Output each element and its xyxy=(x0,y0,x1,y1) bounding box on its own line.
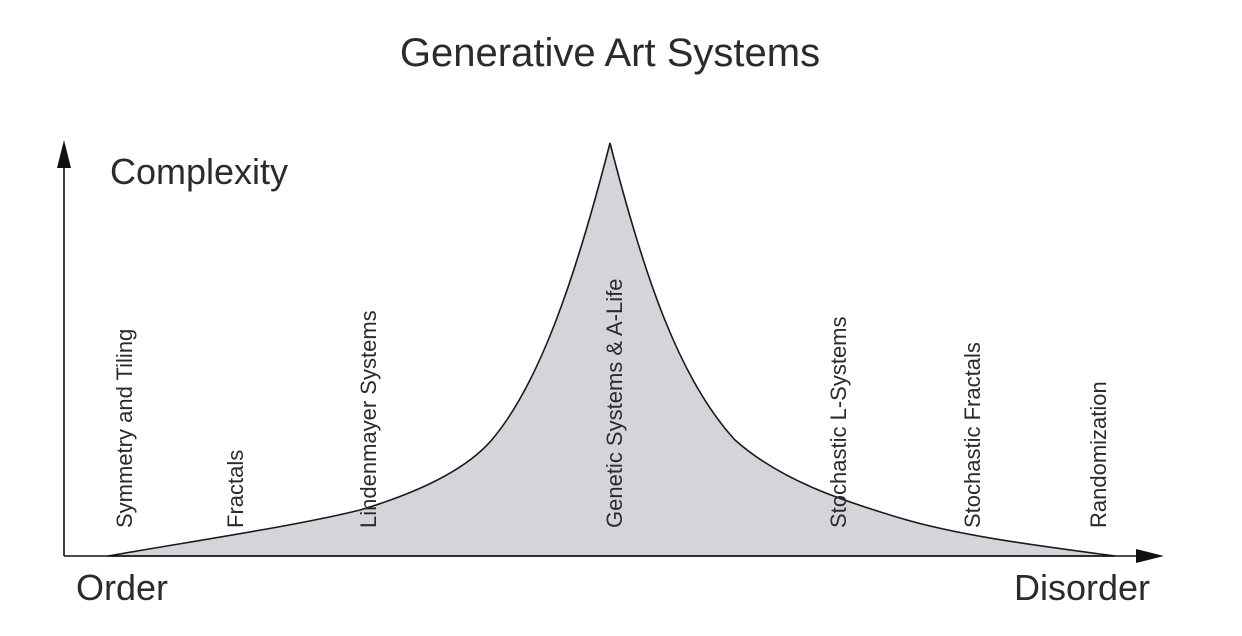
system-label-fractals: Fractals xyxy=(223,450,248,528)
system-label-symmetry-tiling: Symmetry and Tiling xyxy=(112,329,137,528)
x-axis-left-label: Order xyxy=(76,567,168,608)
diagram-title: Generative Art Systems xyxy=(400,31,820,75)
system-label-stochastic-fractals: Stochastic Fractals xyxy=(960,342,985,528)
system-label-genetic-alife: Genetic Systems & A-Life xyxy=(602,279,627,528)
y-axis-label: Complexity xyxy=(110,151,288,192)
system-label-lindenmayer: Lindenmayer Systems xyxy=(356,310,381,528)
x-axis-arrowhead xyxy=(1136,549,1164,563)
complexity-curve xyxy=(107,142,1116,557)
y-axis-arrowhead xyxy=(57,140,71,168)
system-label-randomization: Randomization xyxy=(1086,381,1111,528)
x-axis-right-label: Disorder xyxy=(1014,567,1150,608)
system-label-stochastic-lsystems: Stochastic L-Systems xyxy=(826,316,851,528)
